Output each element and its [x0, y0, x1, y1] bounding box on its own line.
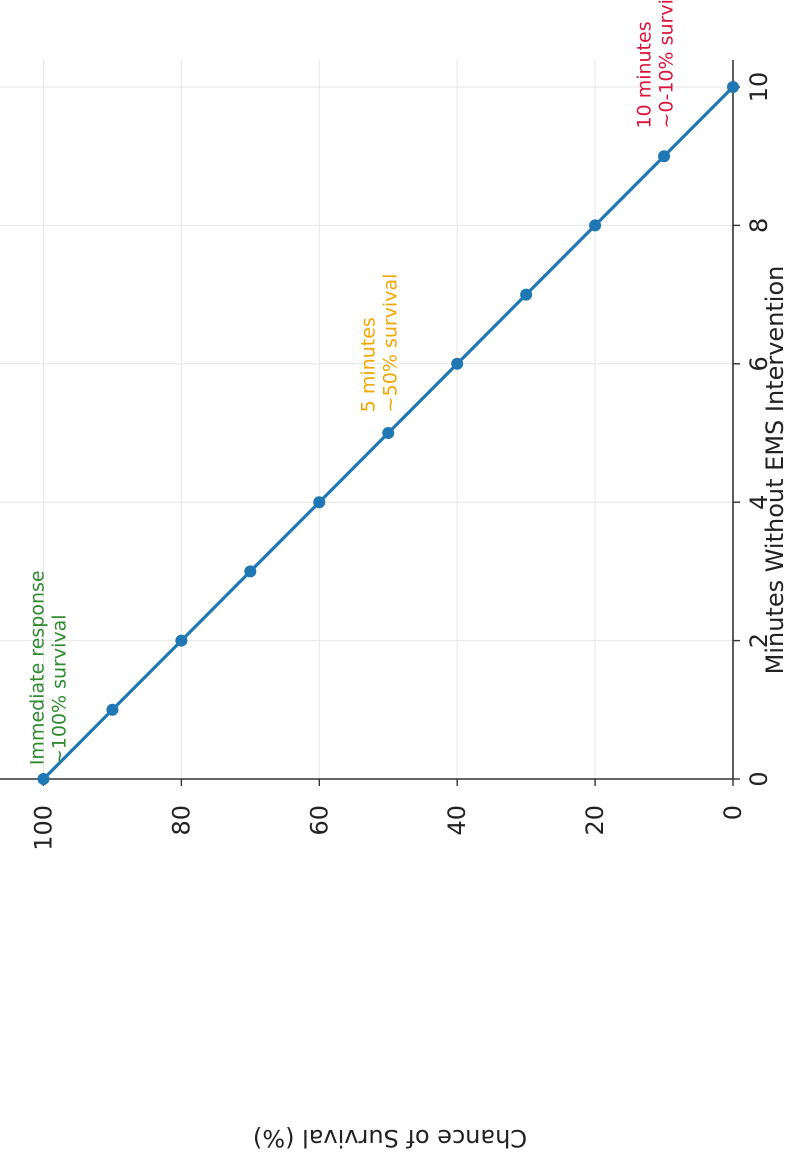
x-tick-label: 2 — [745, 633, 773, 648]
data-point — [727, 81, 739, 93]
x-tick-label: 6 — [745, 356, 773, 371]
y-tick-label: 80 — [167, 805, 195, 836]
data-point — [520, 288, 533, 301]
data-point — [244, 565, 257, 578]
annotation: 10 minutes~0-10% survival — [633, 0, 677, 129]
data-point — [658, 150, 671, 163]
y-tick-label: 40 — [443, 805, 471, 836]
data-point — [313, 496, 326, 509]
annotation-line: 5 minutes — [357, 317, 379, 412]
data-point — [37, 773, 50, 785]
y-tick-label: 60 — [305, 805, 333, 836]
axis-labels: Minutes Without EMS Intervention Chance o… — [253, 266, 789, 1152]
y-tick-label: 20 — [581, 805, 609, 836]
grid — [0, 60, 734, 780]
annotations: Immediate response~100% survival 5 minute… — [26, 0, 677, 765]
annotation-line: 10 minutes — [633, 21, 655, 128]
annotation-line: Immediate response — [26, 570, 48, 765]
data-point — [382, 427, 395, 439]
series — [37, 81, 739, 785]
x-axis-label: Minutes Without EMS Intervention — [761, 266, 789, 675]
annotation-line: ~0-10% survival — [655, 0, 677, 129]
data-point — [175, 634, 188, 647]
x-tick-label: 0 — [745, 771, 773, 786]
y-tick-label: 100 — [29, 805, 57, 851]
annotation-line: ~100% survival — [48, 614, 70, 765]
annotation: 5 minutes~50% survival — [357, 274, 401, 413]
y-axis-label: Chance of Survival (%) — [253, 1124, 527, 1152]
y-tick-label: 0 — [719, 805, 747, 820]
data-point — [451, 357, 464, 370]
annotation-line: ~50% survival — [379, 274, 401, 413]
x-tick-label: 8 — [745, 218, 773, 233]
data-point — [589, 219, 602, 232]
annotation: Immediate response~100% survival — [26, 570, 70, 765]
data-point — [106, 703, 119, 716]
x-tick-label: 10 — [745, 72, 773, 103]
x-tick-label: 4 — [745, 495, 773, 510]
